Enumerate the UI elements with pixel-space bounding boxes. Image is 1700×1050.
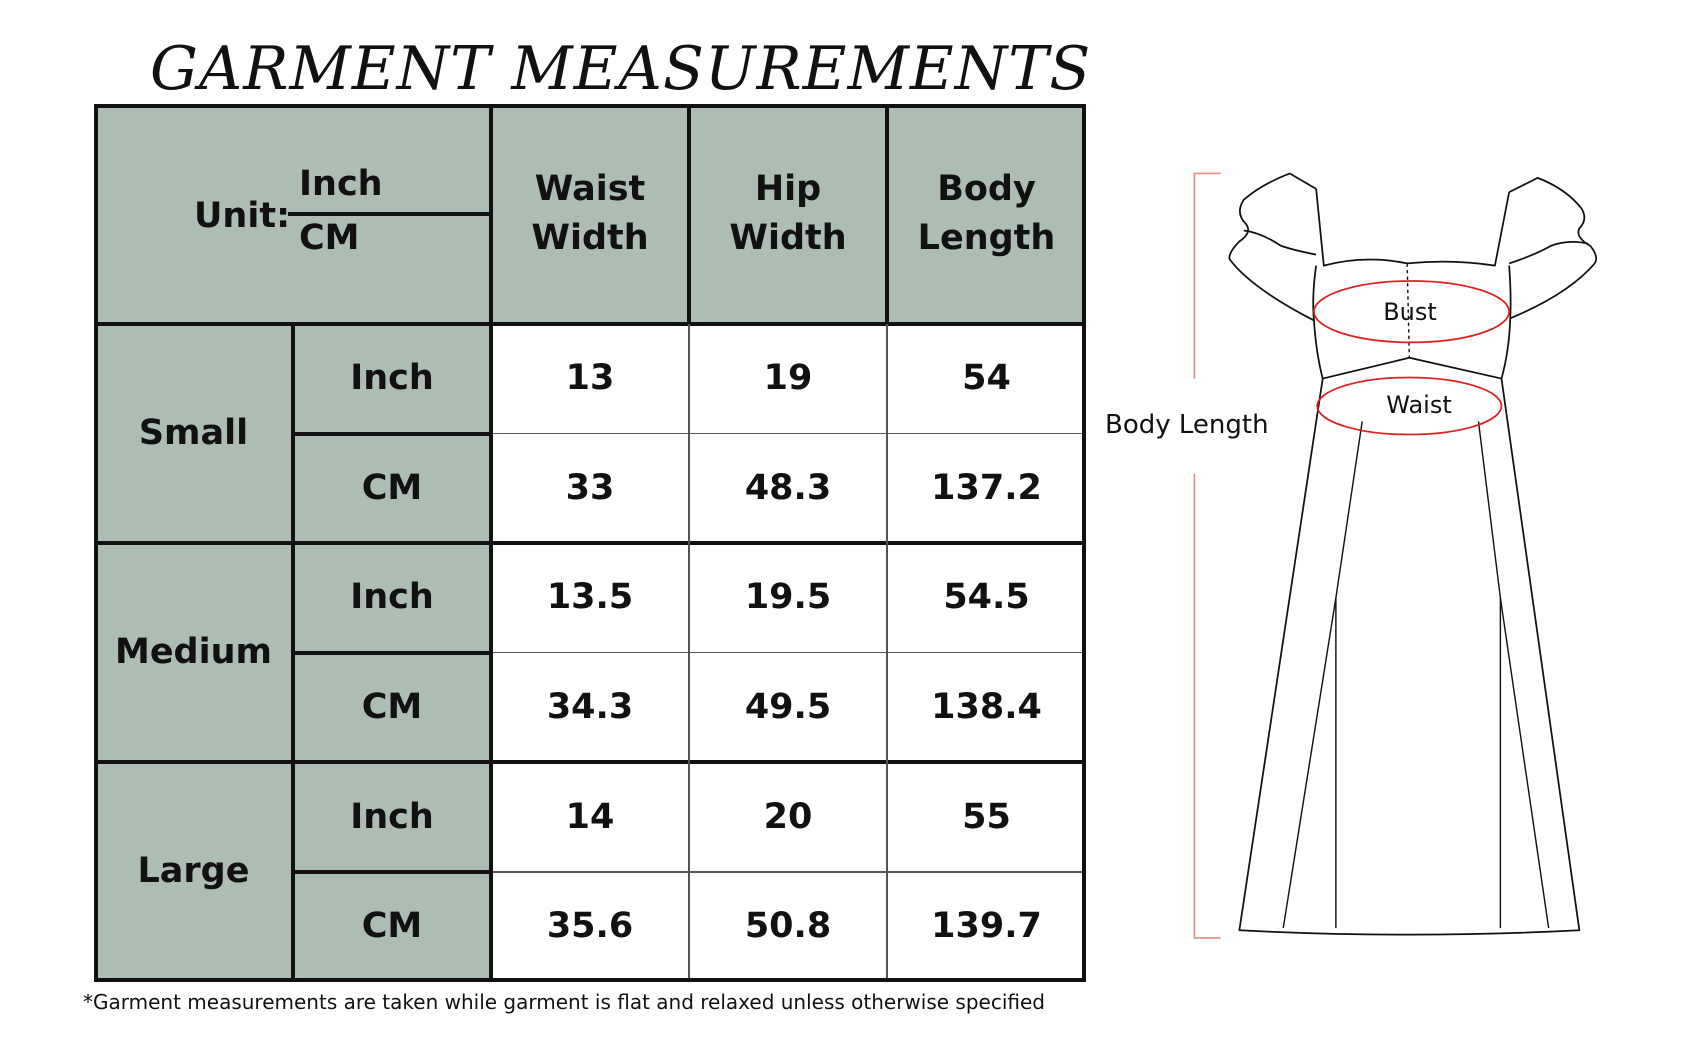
table-divider <box>291 324 295 982</box>
table-divider <box>1082 104 1086 982</box>
dress-outline <box>1228 172 1598 936</box>
value-cell: 55 <box>887 762 1086 872</box>
page-title: GARMENT MEASUREMENTS <box>150 34 1092 104</box>
unit-cell-text: CM <box>361 467 423 508</box>
value-cell: 33 <box>491 433 689 544</box>
unit-cell: CM <box>293 433 491 544</box>
unit-cell: CM <box>293 652 491 763</box>
value-cell: 50.8 <box>689 872 887 982</box>
table-divider <box>94 760 1086 765</box>
column-header-text: Hip Width <box>729 169 847 258</box>
unit-inch: Inch <box>299 164 383 204</box>
size-label: Small <box>94 324 293 544</box>
size-chart-table: Unit: Inch CM Waist Width Hip Width Body Leng… <box>94 104 1086 982</box>
body-length-bracket <box>1193 172 1221 939</box>
value-cell-text: 13 <box>565 358 615 399</box>
table-divider <box>491 432 1086 435</box>
value-cell: 19 <box>689 324 887 434</box>
value-cell-text: 20 <box>763 796 813 837</box>
table-divider <box>885 104 889 324</box>
value-cell-text: 54 <box>962 358 1011 399</box>
table-divider <box>293 870 491 874</box>
value-cell-text: 19 <box>763 358 813 399</box>
value-cell-text: 48.3 <box>744 467 832 508</box>
column-header: Body Length <box>887 104 1086 324</box>
value-cell: 138.4 <box>887 652 1086 763</box>
value-cell: 13.5 <box>491 543 689 653</box>
value-cell: 54.5 <box>887 543 1086 653</box>
value-cell-text: 138.4 <box>931 687 1042 728</box>
size-label: Large <box>94 762 293 982</box>
unit-cell-text: Inch <box>350 577 434 618</box>
table-divider <box>687 104 691 324</box>
table-divider <box>491 871 1086 873</box>
unit-cell: Inch <box>293 762 491 872</box>
unit-cell-text: Inch <box>350 796 434 837</box>
footnote: *Garment measurements are taken while ga… <box>83 990 1046 1014</box>
value-cell: 54 <box>887 324 1086 434</box>
waist-measure-ellipse <box>1316 376 1503 436</box>
column-header: Waist Width <box>491 104 689 324</box>
value-cell-text: 54.5 <box>943 577 1030 618</box>
value-cell: 35.6 <box>491 872 689 982</box>
bust-label: Bust <box>1383 298 1437 326</box>
size-label-text: Medium <box>114 632 272 673</box>
unit-cell: Inch <box>293 543 491 653</box>
value-cell-text: 137.2 <box>931 467 1042 508</box>
value-cell: 13 <box>491 324 689 434</box>
value-cell: 20 <box>689 762 887 872</box>
value-cell-text: 34.3 <box>546 687 634 728</box>
value-cell: 49.5 <box>689 652 887 763</box>
unit-cell: Inch <box>293 324 491 434</box>
center-seam <box>1406 263 1411 358</box>
unit-cell-text: CM <box>361 687 423 728</box>
value-cell: 34.3 <box>491 652 689 763</box>
waist-label: Waist <box>1386 391 1452 419</box>
size-label: Medium <box>94 543 293 763</box>
column-header-text: Body Length <box>917 169 1056 258</box>
value-cell-text: 49.5 <box>744 687 832 728</box>
value-cell-text: 139.7 <box>931 906 1042 947</box>
value-cell: 48.3 <box>689 433 887 544</box>
table-divider <box>886 324 888 982</box>
bust-measure-ellipse <box>1313 280 1511 344</box>
value-cell-text: 35.6 <box>546 906 634 947</box>
table-divider <box>94 541 1086 546</box>
table-divider <box>293 431 491 436</box>
unit-cm: CM <box>299 218 360 258</box>
table-divider <box>293 650 491 655</box>
column-header: Hip Width <box>689 104 887 324</box>
table-divider <box>489 104 493 982</box>
value-cell-text: 50.8 <box>744 906 832 947</box>
unit-cell-text: CM <box>361 906 423 947</box>
size-label-text: Large <box>137 851 250 892</box>
table-divider <box>94 104 1086 108</box>
value-cell-text: 14 <box>565 796 615 837</box>
value-cell-text: 13.5 <box>546 577 634 618</box>
unit-label: Unit: <box>194 196 291 236</box>
table-divider <box>288 212 491 216</box>
value-cell: 14 <box>491 762 689 872</box>
table-divider <box>491 651 1086 654</box>
value-cell: 137.2 <box>887 433 1086 544</box>
size-label-text: Small <box>138 413 249 454</box>
table-divider <box>94 104 98 982</box>
value-cell: 19.5 <box>689 543 887 653</box>
value-cell: 139.7 <box>887 872 1086 982</box>
column-header-text: Waist Width <box>531 169 649 258</box>
table-divider <box>94 322 1086 326</box>
value-cell-text: 55 <box>962 796 1011 837</box>
body-length-label: Body Length <box>1105 410 1269 440</box>
unit-cell-text: Inch <box>350 358 434 399</box>
table-divider <box>94 978 1086 982</box>
value-cell-text: 19.5 <box>744 577 832 618</box>
value-cell-text: 33 <box>565 467 615 508</box>
unit-cell: CM <box>293 872 491 982</box>
table-divider <box>688 324 690 982</box>
